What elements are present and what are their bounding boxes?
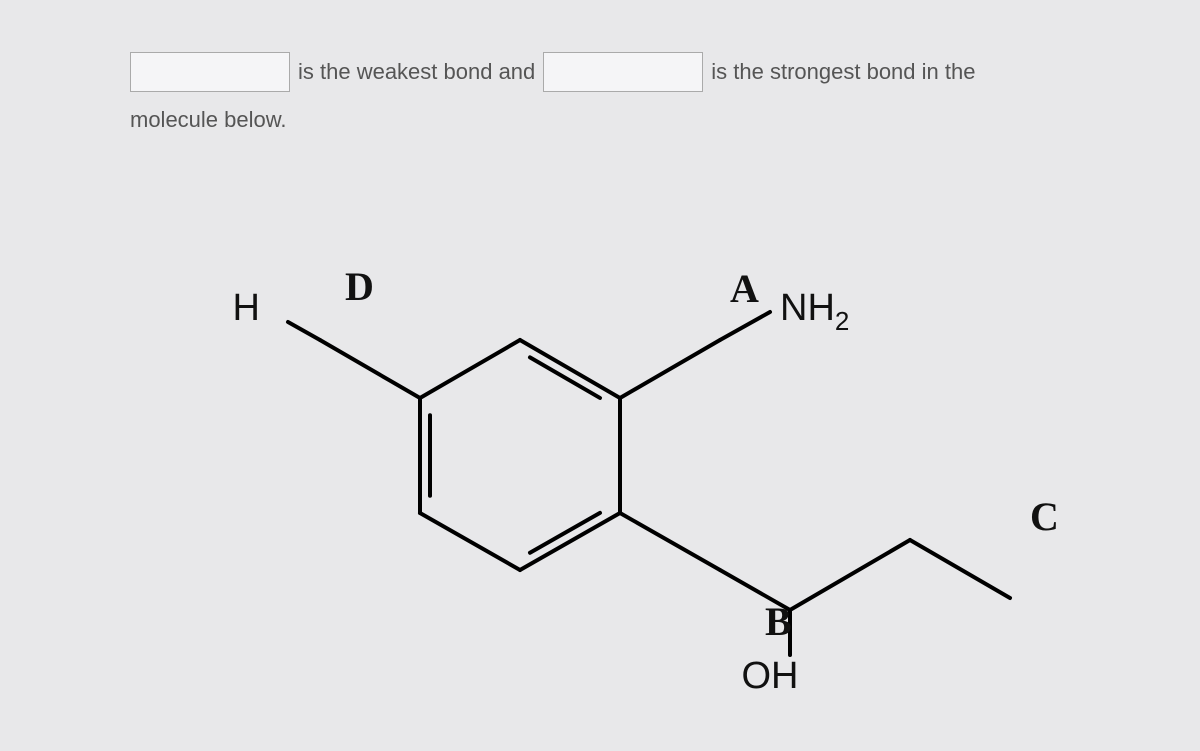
- atom-h: H: [233, 287, 260, 329]
- strongest-bond-input[interactable]: [543, 52, 703, 92]
- sentence-row: is the weakest bond and is the strongest…: [130, 48, 1140, 96]
- atom-oh: OH: [742, 655, 799, 697]
- molecule-svg: D A B C H NH2 OH: [200, 240, 1100, 720]
- sentence-text-3: molecule below.: [130, 96, 287, 144]
- bond-label-a: A: [730, 266, 759, 311]
- weakest-bond-input[interactable]: [130, 52, 290, 92]
- question-sentence: is the weakest bond and is the strongest…: [130, 48, 1140, 145]
- molecule-diagram: D A B C H NH2 OH: [200, 240, 1100, 720]
- atom-nh2: NH2: [780, 287, 849, 336]
- bond-label-d: D: [345, 264, 374, 309]
- sentence-text-2: is the strongest bond in the: [711, 48, 975, 96]
- sentence-text-1: is the weakest bond and: [298, 48, 535, 96]
- bond-label-c: C: [1030, 494, 1059, 539]
- bond-label-b: B: [765, 599, 792, 644]
- sentence-row-2: molecule below.: [130, 96, 1140, 144]
